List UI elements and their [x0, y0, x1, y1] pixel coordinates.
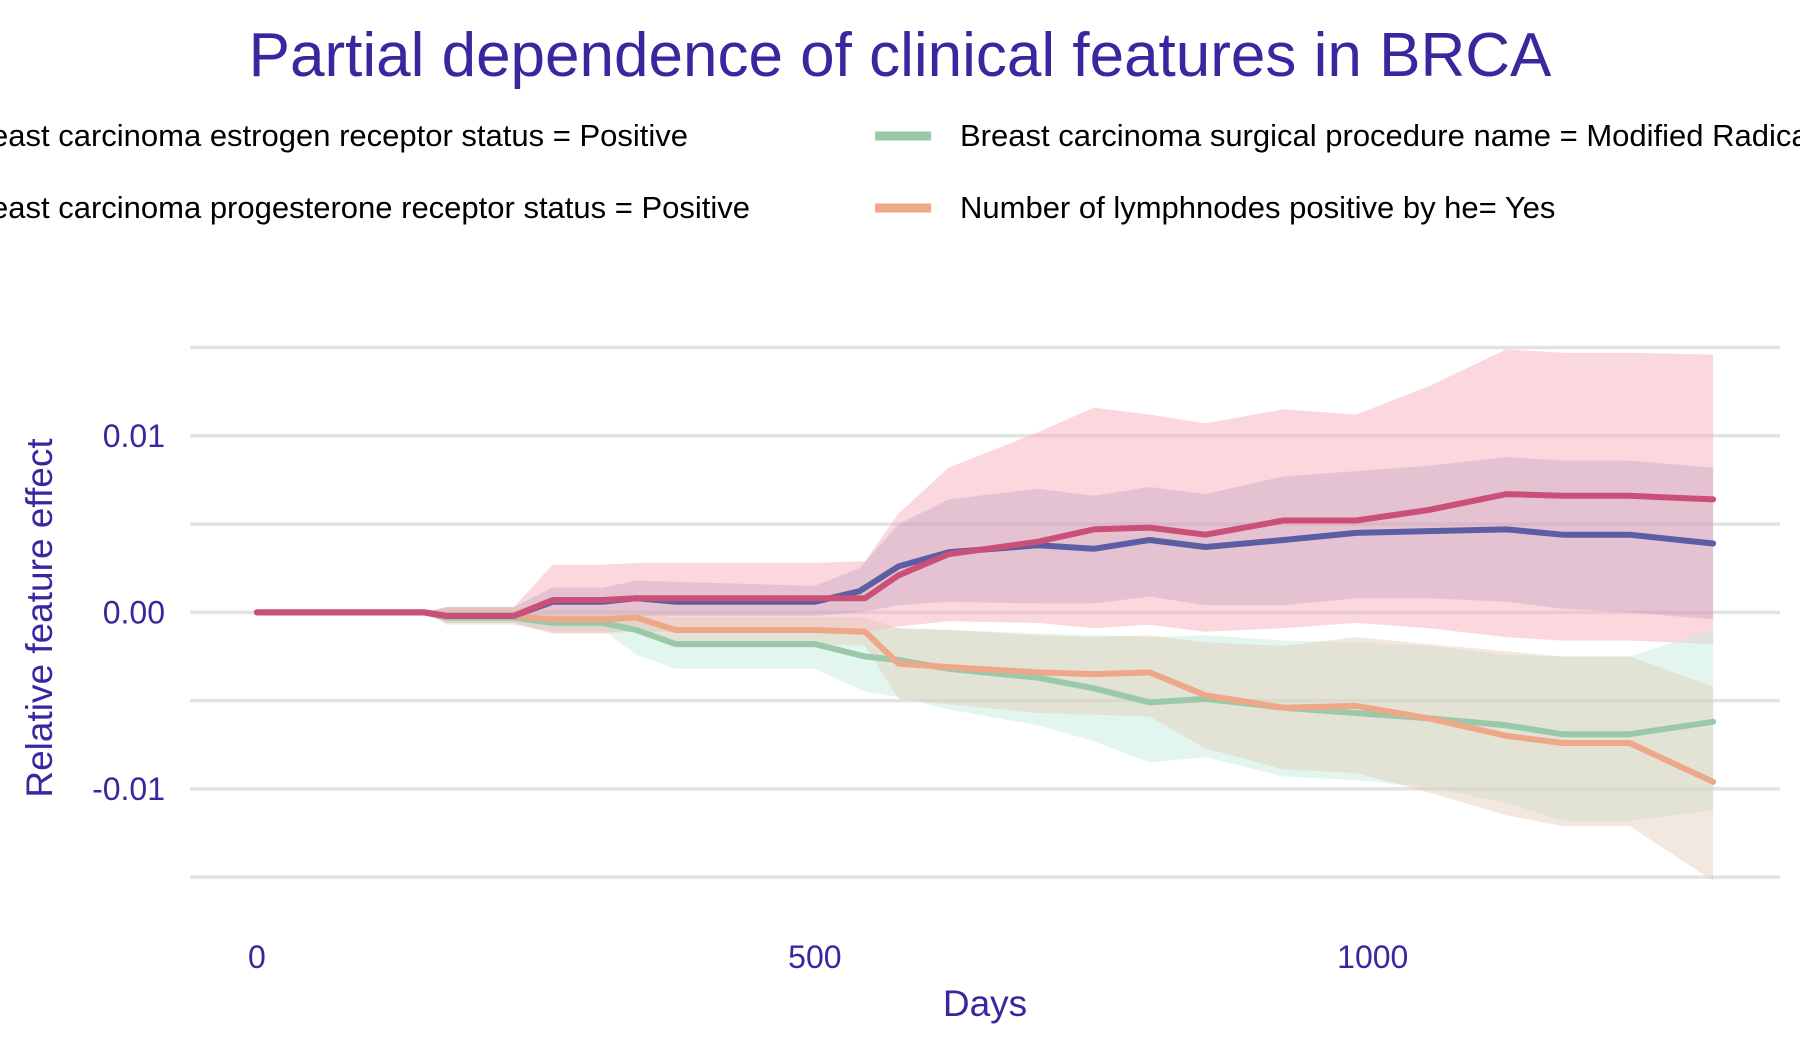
x-tick-label: 1000	[1337, 939, 1408, 975]
chart-title: Partial dependence of clinical features …	[249, 21, 1552, 90]
x-axis-ticks: 0 500 1000	[248, 939, 1408, 975]
x-tick-label: 0	[248, 939, 266, 975]
legend-label-1: Breast carcinoma estrogen receptor statu…	[0, 118, 688, 153]
confidence-bands	[424, 349, 1714, 881]
y-tick-label: -0.01	[92, 771, 165, 807]
line-series-4	[253, 609, 1717, 785]
band-series-3	[424, 612, 1714, 821]
line-series-2	[253, 491, 1717, 619]
y-axis-title: Relative feature effect	[19, 438, 60, 798]
x-tick-label: 500	[788, 939, 841, 975]
legend-label-4: Number of lymphnodes positive by he= Yes	[960, 190, 1555, 225]
band-series-4	[424, 607, 1714, 881]
x-axis-title: Days	[943, 983, 1027, 1024]
y-tick-label: 0.00	[103, 594, 165, 630]
legend-label-2: Breast carcinoma progesterone receptor s…	[0, 190, 750, 225]
legend: Breast carcinoma estrogen receptor statu…	[0, 118, 1800, 225]
band-series-1	[424, 457, 1714, 620]
y-tick-label: 0.01	[103, 418, 165, 454]
series-lines	[253, 491, 1717, 785]
y-axis-ticks: -0.01 0.00 0.01	[92, 418, 165, 807]
band-series-2	[424, 349, 1714, 645]
legend-label-3: Breast carcinoma surgical procedure name…	[960, 118, 1800, 153]
